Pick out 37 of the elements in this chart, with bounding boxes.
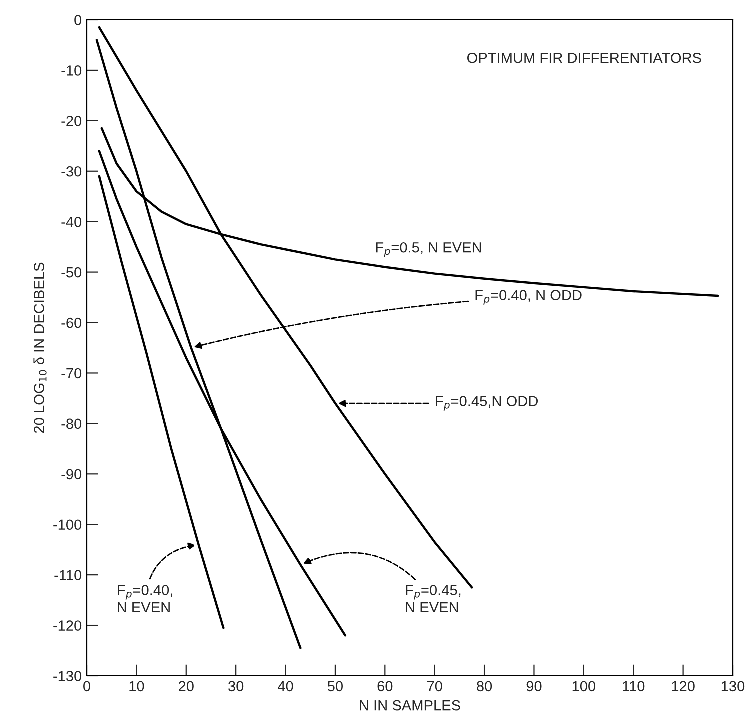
y-tick-label: 0 [74,15,82,26]
x-tick-label: 30 [228,681,244,692]
y-tick-label: -70 [62,368,82,379]
x-tick-label: 10 [130,681,144,692]
y-tick-label: -60 [62,318,82,328]
x-axis-title: N IN SAMPLES [360,700,460,711]
y-tick-label: -110 [54,570,82,581]
x-tick-label: 110 [623,681,645,692]
x-tick-label: 20 [179,681,194,692]
x-tick-label: 100 [572,681,596,692]
x-tick-label: 70 [427,681,442,692]
y-tick-label: -30 [62,166,82,177]
y-tick-label: -130 [54,671,82,682]
y-tick-label: -20 [62,116,82,126]
x-tick-label: 130 [722,681,745,692]
annotation: F$_{p}$=0.45,N ODD [436,396,538,411]
x-tick-label: 0 [84,681,90,692]
x-tick-label: 50 [328,681,343,692]
y-tick-label: -10 [62,66,82,76]
annotation: F$_{p}$=0.45, N EVEN [406,585,461,612]
y-tick-label: -40 [62,216,82,228]
x-tick-label: 40 [278,681,294,692]
annotation: F$_{p}$=0.40, N EVEN [118,585,172,612]
y-tick-label: -100 [54,520,82,530]
x-tick-label: 60 [378,681,393,692]
y-tick-label: -50 [62,267,82,278]
x-tick-label: 90 [526,681,542,692]
y-axis-title: 20 LOG$_{10}$ δ IN DECIBELS [34,262,47,434]
x-tick-label: 120 [672,681,695,692]
x-tick-label: 80 [477,681,492,692]
y-tick-label: -80 [62,418,82,430]
y-tick-label: -120 [54,620,82,631]
y-tick-label: -90 [62,469,82,480]
annotation: F$_{p}$=0.5, N EVEN [376,242,482,258]
line-series [98,175,225,630]
annotation: F$_{p}$=0.40, N ODD [476,290,582,305]
text: OPTIMUM FIR DIFFERENTIATORS [467,52,702,64]
